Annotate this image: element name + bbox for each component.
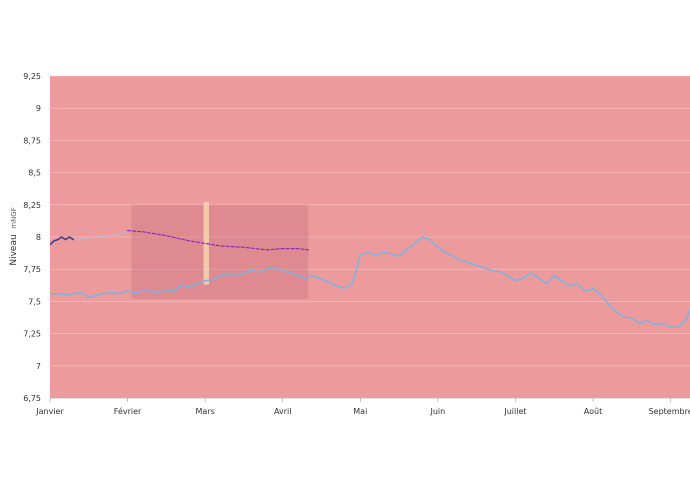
y-tick-label: 7,75	[23, 265, 41, 274]
x-tick-label: Février	[114, 406, 142, 416]
observed-level-line	[50, 236, 690, 328]
range-band-6	[50, 76, 690, 398]
x-tick-label: Avril	[274, 407, 291, 416]
y-tick-label: 6,75	[23, 394, 41, 403]
x-tick-label: Janvier	[35, 407, 64, 416]
y-axis-unit: mNGF	[10, 207, 18, 229]
x-tick-label: Juillet	[503, 407, 526, 416]
y-tick-label: 8,5	[28, 169, 41, 178]
y-tick-label: 9	[36, 104, 41, 113]
x-tick-label: Septembre	[649, 407, 690, 416]
x-tick-label: Août	[584, 407, 602, 416]
y-tick-label: 7,25	[23, 330, 41, 339]
x-tick-label: Mai	[353, 407, 367, 416]
x-tick-label: Juin	[430, 407, 446, 416]
y-axis-ticks: 9,25 9 8,75 8,5 8,25 8 7,75 7,5 7,25 7 6,75	[23, 72, 41, 403]
x-tick-label: Mars	[196, 407, 215, 416]
forecast-dashed-line	[127, 230, 309, 251]
y-tick-label: 8	[36, 233, 41, 242]
current-year-line	[50, 236, 75, 246]
y-tick-label: 7	[36, 362, 41, 371]
y-tick-label: 9,25	[23, 72, 41, 81]
forecast-overlays	[131, 202, 309, 299]
y-tick-label: 7,5	[28, 297, 41, 306]
x-axis-ticks: Janvier Février Mars Avril Mai Juin Juillet Aoû…	[35, 398, 690, 416]
gap-dashed-line	[72, 231, 129, 241]
y-tick-label: 8,25	[23, 201, 41, 210]
range-bands	[50, 76, 690, 398]
forecast-shaded-area	[131, 204, 309, 299]
series-lines	[50, 230, 690, 328]
y-tick-label: 8,75	[23, 136, 41, 145]
y-axis-label: Niveau	[9, 234, 19, 265]
